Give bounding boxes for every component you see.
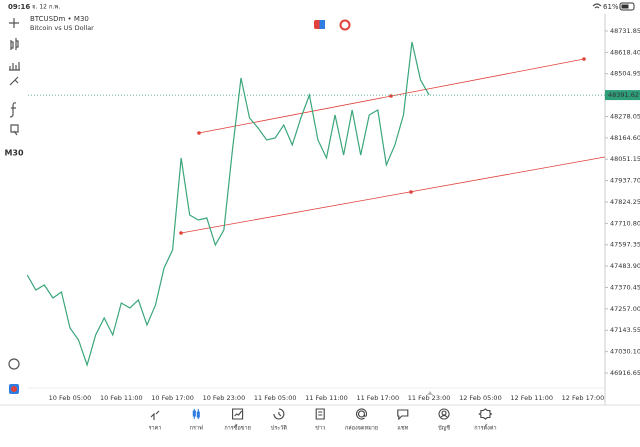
current-price-box	[605, 90, 640, 101]
trade-button-half	[319, 20, 325, 29]
nav-label[interactable]: การตั้งค่า	[474, 424, 496, 432]
price-line	[26, 41, 430, 367]
y-tick-label: 47597.35	[610, 241, 640, 249]
nav-icon[interactable]	[315, 408, 325, 420]
y-tick-label: 48618.40	[610, 48, 640, 56]
nav-label[interactable]: ข่าว	[315, 426, 325, 432]
battery-icon	[619, 2, 635, 11]
timeframe[interactable]: M30	[4, 149, 24, 158]
y-tick-label: 48504.95	[610, 70, 640, 78]
y-tick-label: 47257.00	[610, 305, 640, 313]
nav-icon[interactable]	[438, 408, 450, 420]
x-tick-label: 11 Feb 17:00	[356, 394, 399, 402]
x-tick-label: 11 Feb 11:00	[305, 394, 348, 402]
nav-label[interactable]: กล่องจดหมาย	[345, 426, 378, 432]
left-toolbar: M30	[4, 18, 24, 394]
y-tick-label: 47143.55	[610, 326, 640, 334]
nav-label[interactable]: ราคา	[149, 426, 162, 432]
nav-icon[interactable]	[232, 408, 244, 420]
nav-icon[interactable]	[192, 409, 200, 419]
status-date: จ. 12 ก.พ.	[32, 4, 60, 11]
x-tick-label: 12 Feb 05:00	[459, 394, 502, 402]
trend-anchor[interactable]	[409, 190, 413, 194]
nav-label[interactable]: กราฟ	[190, 425, 203, 432]
x-tick-label: 12 Feb 17:00	[562, 394, 605, 402]
x-tick-label: 10 Feb 11:00	[100, 394, 143, 402]
indicator-tool[interactable]	[9, 62, 20, 71]
x-tick-label: 10 Feb 23:00	[203, 394, 246, 402]
y-tick-label: 47030.10	[610, 348, 640, 356]
nav-label[interactable]: ประวัติ	[271, 425, 287, 432]
x-tick-label: 11 Feb 23:00	[408, 394, 451, 402]
x-tick-label: 12 Feb 11:00	[510, 394, 553, 402]
trend-channel	[179, 57, 606, 235]
x-tick-label: 10 Feb 17:00	[151, 394, 194, 402]
symbol-description: Bitcoin vs US Dollar	[30, 24, 94, 32]
x-tick-label: 11 Feb 05:00	[254, 394, 297, 402]
symbol[interactable]: BTCUSDm • M30	[30, 15, 89, 23]
trend-line-lower[interactable]	[180, 156, 606, 234]
object-tool[interactable]	[9, 76, 19, 86]
color-tool-dot	[11, 386, 17, 392]
signal-button[interactable]	[339, 19, 351, 31]
shapes-tool[interactable]	[10, 124, 19, 136]
status-battery: 61%	[603, 3, 619, 11]
status-time: 09:16	[8, 3, 30, 11]
trend-anchor[interactable]	[197, 131, 201, 135]
trend-anchor[interactable]	[179, 231, 183, 235]
y-tick-label: 47370.45	[610, 283, 640, 291]
x-tick-label: 10 Feb 05:00	[49, 394, 92, 402]
zoom-tool[interactable]	[8, 358, 20, 370]
battery-level	[621, 4, 629, 9]
nav-icon[interactable]	[150, 410, 160, 420]
wifi-icon	[592, 3, 602, 9]
y-tick-label: 48278.05	[610, 112, 640, 120]
crosshair-tool[interactable]	[9, 18, 19, 28]
y-tick-label: 47937.70	[610, 177, 640, 185]
y-tick-label: 47483.90	[610, 262, 640, 270]
function-tool[interactable]	[9, 102, 17, 118]
y-tick-label: 47824.25	[610, 198, 640, 206]
nav-icon[interactable]	[478, 408, 493, 420]
nav-label[interactable]: การซื้อขาย	[224, 424, 250, 432]
y-tick-label: 48731.85	[610, 27, 640, 35]
nav-icon[interactable]	[355, 408, 368, 420]
y-tick-label: 46916.65	[610, 369, 640, 377]
nav-label[interactable]: บัญชี	[438, 425, 450, 432]
current-price-label: 48391.62	[608, 91, 639, 99]
nav-icon[interactable]	[273, 408, 285, 420]
y-tick-label: 48051.15	[610, 155, 640, 163]
trend-anchor[interactable]	[582, 57, 586, 61]
nav-label[interactable]: แชท	[397, 425, 408, 432]
y-tick-label: 47710.80	[610, 219, 640, 227]
scroll-marker[interactable]	[427, 391, 433, 395]
nav-icon[interactable]	[397, 409, 409, 421]
y-tick-label: 48164.60	[610, 134, 640, 142]
chart-type-tool[interactable]	[10, 38, 19, 50]
